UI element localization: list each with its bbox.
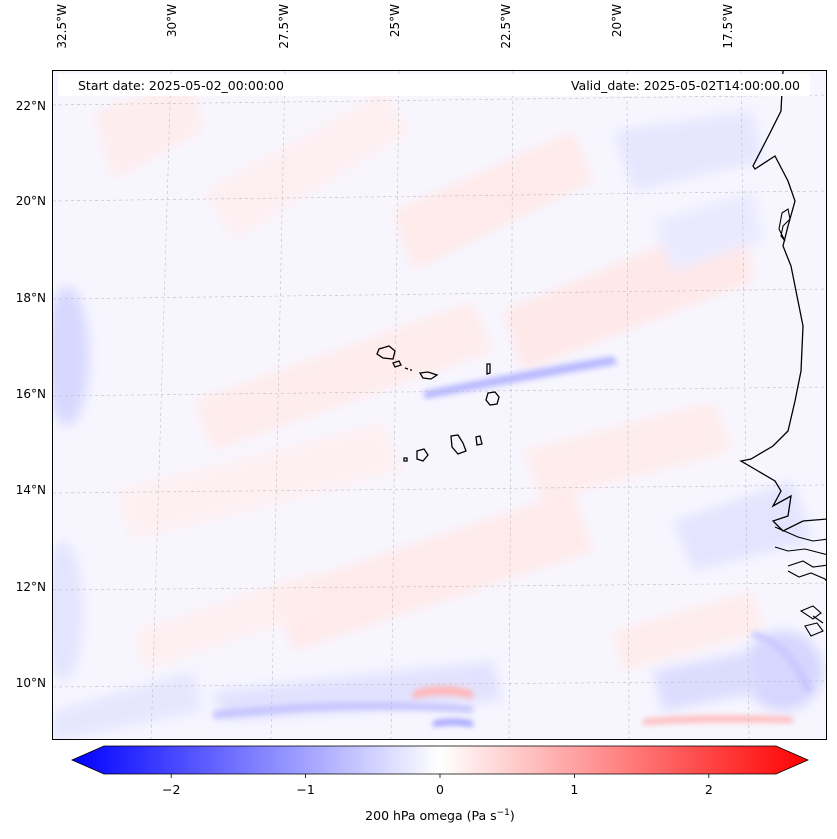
island-sal (486, 363, 491, 375)
island-santo-antao (376, 345, 396, 360)
start-date-label: Start date: 2025-05-02_00:00:00 (78, 78, 284, 93)
africa-coastline (739, 71, 826, 532)
lat-label-14n: 14°N (15, 483, 46, 497)
lon-label-20w: 20°W (610, 4, 624, 38)
island-santiago (450, 434, 467, 455)
units-base: Pa s (471, 808, 497, 824)
guinea-bissau-coast (787, 560, 826, 582)
colorbar-tick-label: −1 (296, 782, 315, 797)
island-brava (403, 457, 408, 462)
colorbar-ticks (170, 774, 710, 778)
colorbar-tick-label: 1 (570, 782, 579, 797)
units-exponent: −1 (496, 808, 510, 818)
bijagos-islands (799, 605, 824, 637)
lon-label-25w: 25°W (388, 4, 402, 38)
island-sao-nicolau (418, 371, 439, 380)
lon-label-30w: 30°W (165, 4, 179, 38)
lat-label-10n: 10°N (15, 676, 46, 690)
island-fogo (416, 448, 429, 462)
lon-label-17-5w: 17.5°W (721, 4, 735, 49)
colorbar-body (71, 745, 809, 775)
island-sao-vicente (392, 360, 402, 368)
island-maio (475, 435, 483, 446)
casamance-coast (774, 546, 826, 556)
omega-positive-areas (93, 81, 763, 671)
graticule (53, 71, 826, 739)
lat-label-18n: 18°N (15, 291, 46, 305)
island-santa-luzia (404, 367, 412, 371)
lon-label-22-5w: 22.5°W (499, 4, 513, 49)
colorbar (71, 745, 809, 778)
omega-streaks (213, 356, 813, 727)
omega-field-map (53, 71, 826, 739)
island-boa-vista (485, 391, 500, 406)
colorbar-tick-label: −2 (161, 782, 181, 797)
cape-verde-islands (376, 345, 500, 462)
colorbar-tick-label: 2 (704, 782, 713, 797)
lat-label-12n: 12°N (15, 580, 46, 594)
colorbar-tick-label: 0 (436, 782, 444, 797)
lat-label-22n: 22°N (15, 99, 46, 113)
map-panel (52, 70, 827, 740)
coast-inlet-1 (778, 208, 791, 242)
lat-label-20n: 20°N (15, 194, 46, 208)
colorbar-title: 200 hPa omega (Pa s−1) (365, 808, 515, 824)
valid-date-label: Valid_date: 2025-05-02T14:00:00.00 (570, 78, 800, 93)
variable-name: 200 hPa omega (365, 808, 463, 824)
lon-label-27-5w: 27.5°W (277, 4, 291, 49)
map-header-strip (58, 74, 810, 96)
lat-label-16n: 16°N (15, 387, 46, 401)
lon-label-32-5w: 32.5°W (55, 4, 69, 49)
gambia-coast (774, 526, 826, 542)
